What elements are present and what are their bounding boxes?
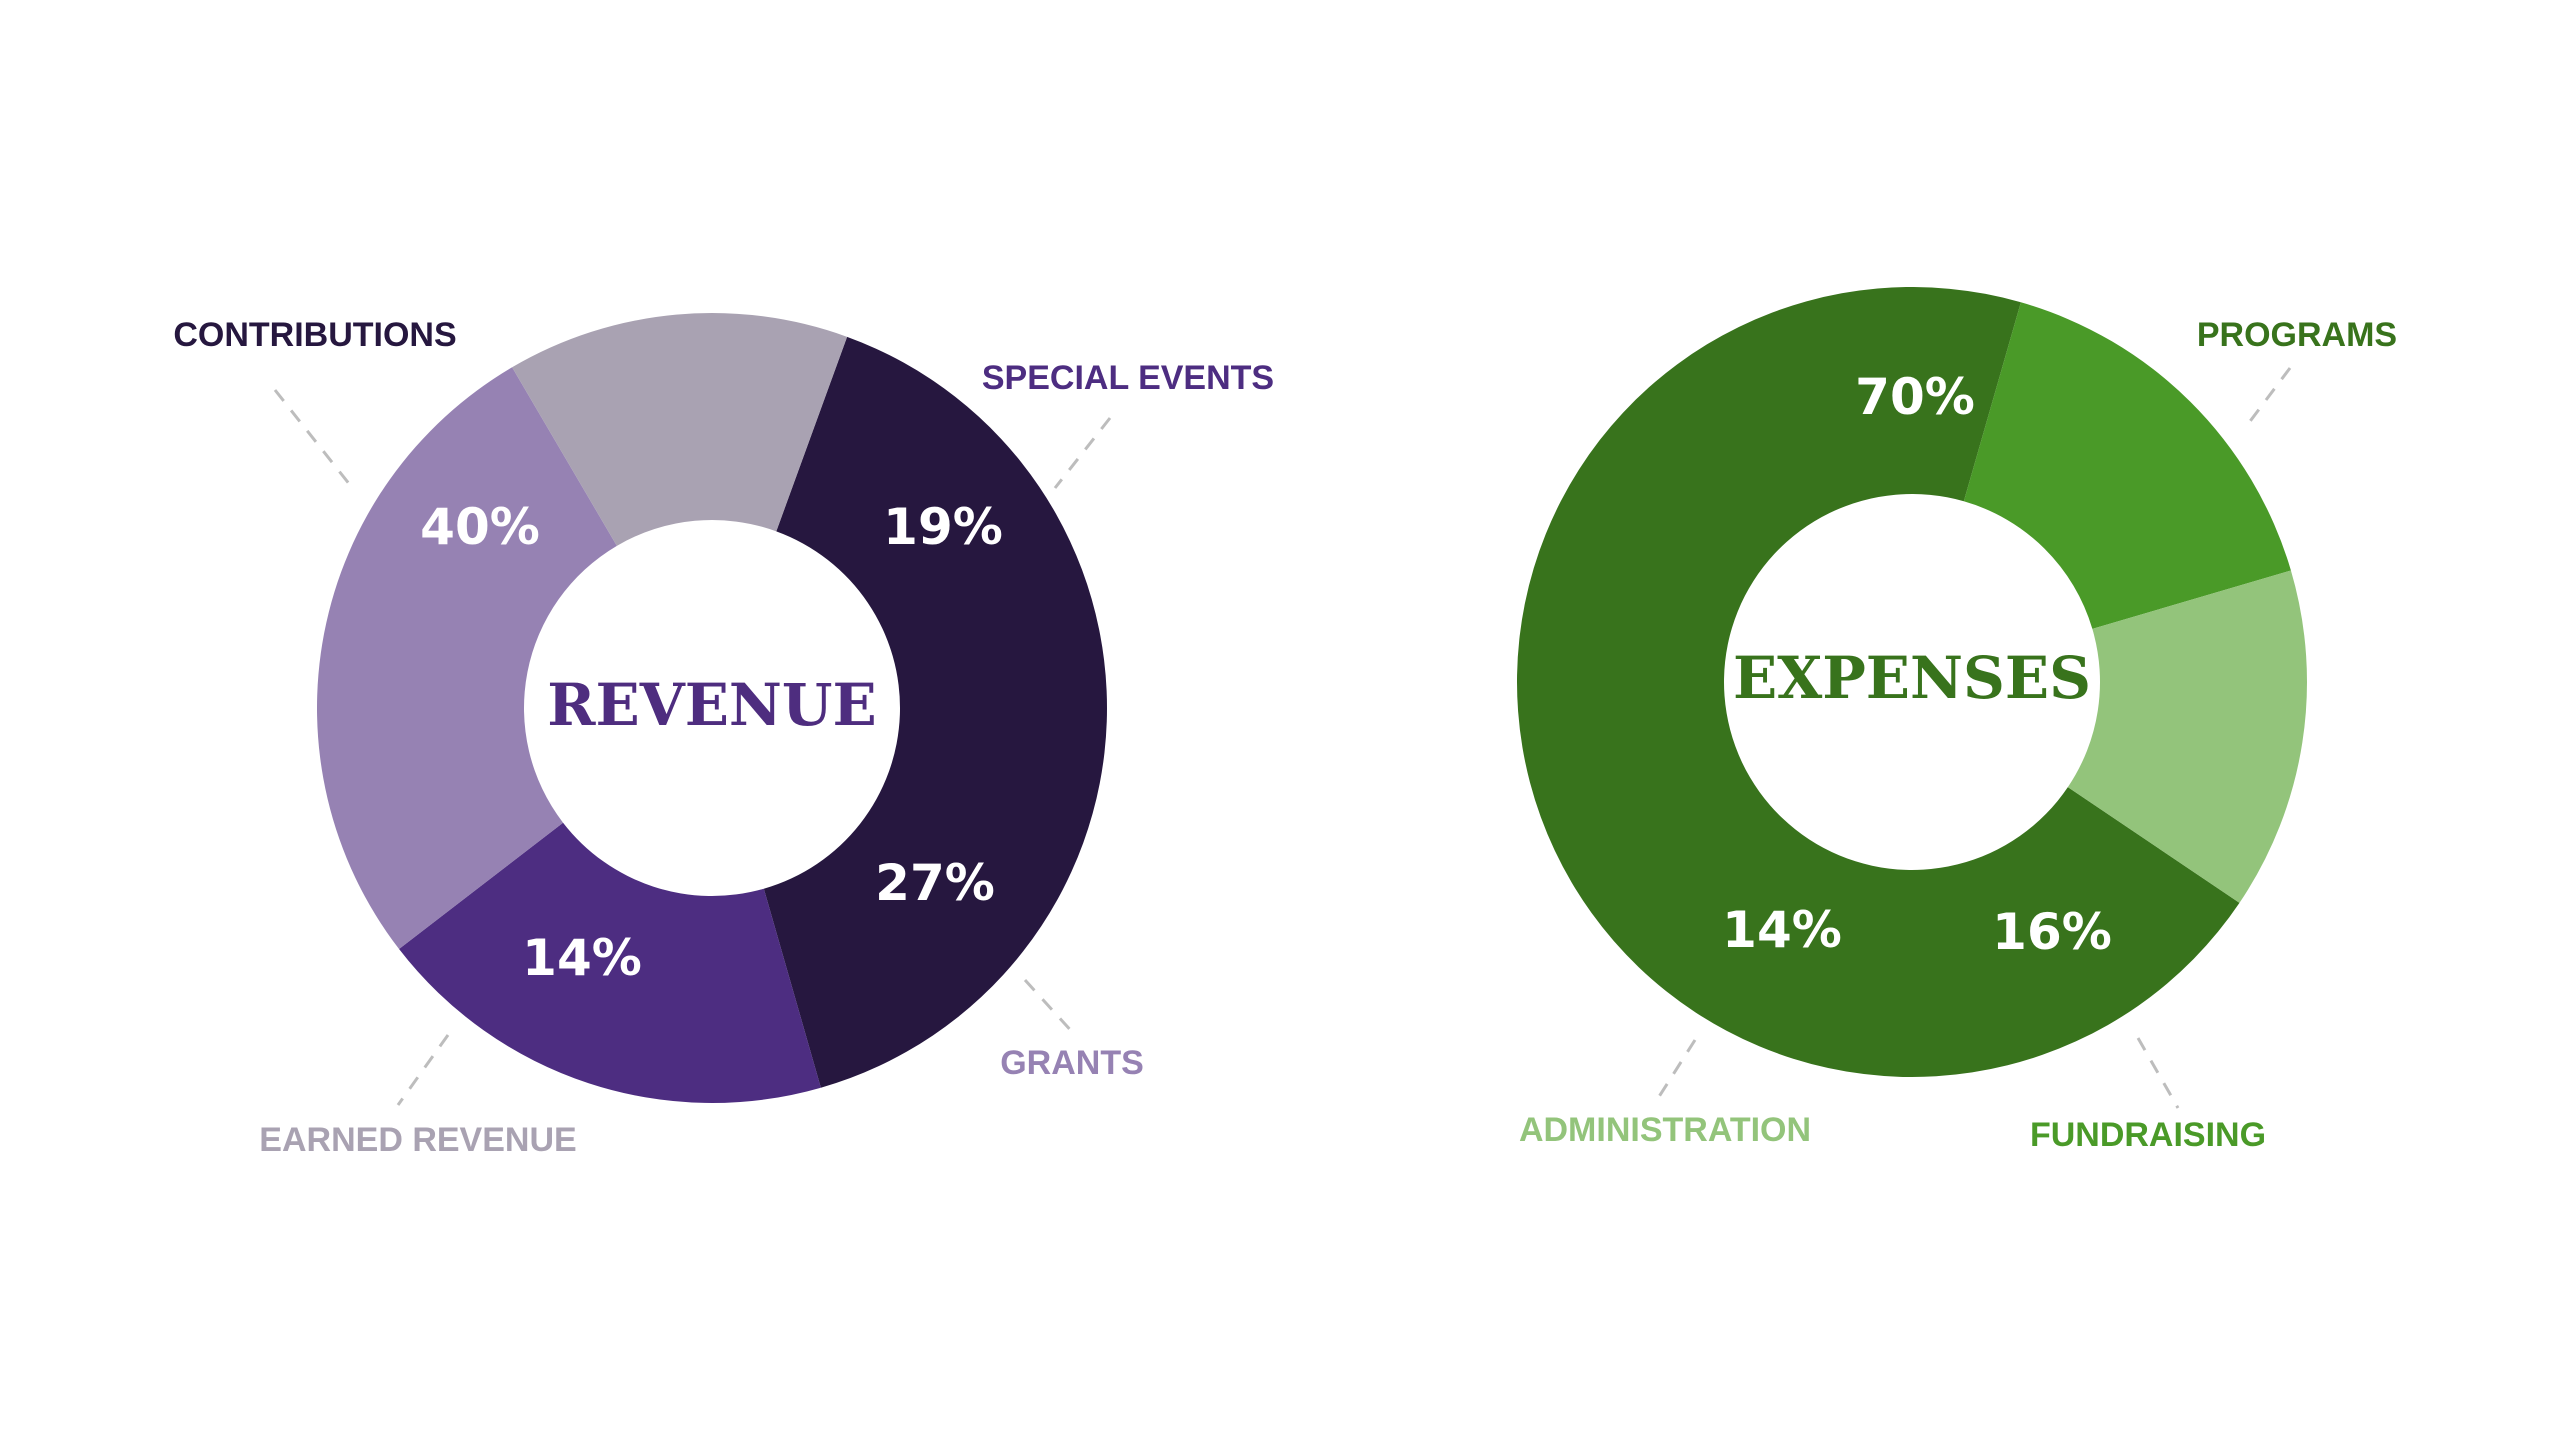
leader-line-administration	[1653, 1039, 1697, 1104]
category-label-fundraising: FUNDRAISING	[2030, 1116, 2266, 1154]
slice-label-fundraising: 16%	[1992, 903, 2112, 961]
donut-slice-contributions	[763, 336, 1108, 1088]
expenses-slices	[1516, 286, 2307, 1077]
category-label-special-events: SPECIAL EVENTS	[982, 359, 1274, 397]
donut-slice-special-events	[399, 822, 821, 1103]
category-label-contributions: CONTRIBUTIONS	[173, 316, 456, 354]
leader-line-grants	[1023, 978, 1077, 1037]
slice-label-contributions: 40%	[420, 498, 540, 556]
donut-slice-administration	[2067, 570, 2307, 903]
slice-label-administration: 14%	[1722, 901, 1842, 959]
revenue-leader-lines	[273, 389, 1112, 1106]
revenue-slices	[316, 313, 1108, 1103]
expenses-donut-chart: 70% 16% 14% PROGRAMS FUNDRAISING ADMINIS…	[1516, 286, 2397, 1154]
donut-slice-fundraising	[1963, 302, 2291, 629]
slice-label-earned-revenue: 14%	[522, 929, 642, 987]
category-label-earned-revenue: EARNED REVENUE	[259, 1121, 576, 1159]
slice-label-grants: 27%	[875, 854, 995, 912]
leader-line-earned-revenue	[396, 1034, 450, 1106]
revenue-donut-chart: 40% 19% 27% 14% CONTRIBUTIONS SPECIAL EV…	[173, 313, 1274, 1159]
expenses-chart-title: EXPENSES	[1733, 644, 2091, 712]
donut-slice-programs	[1516, 286, 2240, 1077]
leader-line-programs	[2243, 367, 2292, 429]
category-label-administration: ADMINISTRATION	[1519, 1111, 1811, 1149]
leader-line-fundraising	[2136, 1037, 2180, 1109]
revenue-chart-title: REVENUE	[547, 671, 876, 739]
category-label-programs: PROGRAMS	[2197, 316, 2397, 354]
leader-line-contributions	[273, 389, 352, 486]
donut-slice-earned-revenue	[512, 313, 848, 546]
slice-label-programs: 70%	[1855, 368, 1975, 426]
category-label-grants: GRANTS	[1000, 1044, 1144, 1082]
expenses-leader-lines	[1653, 367, 2292, 1109]
leader-line-special-events	[1053, 417, 1112, 489]
slice-label-special-events: 19%	[883, 498, 1003, 556]
donut-slice-grants	[316, 367, 617, 950]
